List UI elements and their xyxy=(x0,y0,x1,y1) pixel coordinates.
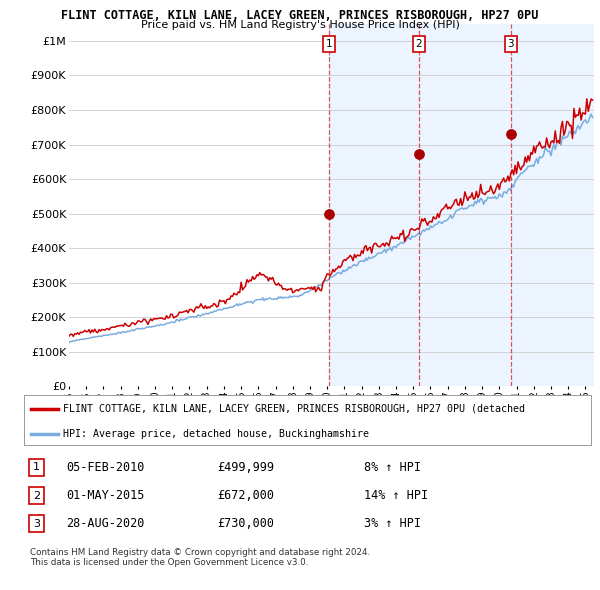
Text: 1: 1 xyxy=(33,463,40,472)
Text: 28-AUG-2020: 28-AUG-2020 xyxy=(67,517,145,530)
Text: 05-FEB-2010: 05-FEB-2010 xyxy=(67,461,145,474)
Text: This data is licensed under the Open Government Licence v3.0.: This data is licensed under the Open Gov… xyxy=(30,558,308,566)
Bar xyxy=(329,24,594,386)
Text: 3% ↑ HPI: 3% ↑ HPI xyxy=(364,517,421,530)
Text: FLINT COTTAGE, KILN LANE, LACEY GREEN, PRINCES RISBOROUGH, HP27 0PU: FLINT COTTAGE, KILN LANE, LACEY GREEN, P… xyxy=(61,9,539,22)
Point xyxy=(324,209,334,218)
Text: Contains HM Land Registry data © Crown copyright and database right 2024.: Contains HM Land Registry data © Crown c… xyxy=(30,548,370,556)
Text: £499,999: £499,999 xyxy=(217,461,274,474)
Text: FLINT COTTAGE, KILN LANE, LACEY GREEN, PRINCES RISBOROUGH, HP27 0PU (detached: FLINT COTTAGE, KILN LANE, LACEY GREEN, P… xyxy=(62,404,524,414)
Point xyxy=(414,149,424,159)
Text: 2: 2 xyxy=(33,491,40,500)
Point xyxy=(506,129,515,139)
Text: 1: 1 xyxy=(325,40,332,50)
Text: HPI: Average price, detached house, Buckinghamshire: HPI: Average price, detached house, Buck… xyxy=(62,430,368,440)
Text: £672,000: £672,000 xyxy=(217,489,274,502)
Text: 2: 2 xyxy=(416,40,422,50)
Text: 14% ↑ HPI: 14% ↑ HPI xyxy=(364,489,428,502)
Text: 3: 3 xyxy=(33,519,40,529)
Text: 3: 3 xyxy=(508,40,514,50)
Text: £730,000: £730,000 xyxy=(217,517,274,530)
Text: Price paid vs. HM Land Registry's House Price Index (HPI): Price paid vs. HM Land Registry's House … xyxy=(140,20,460,30)
Text: 01-MAY-2015: 01-MAY-2015 xyxy=(67,489,145,502)
Text: 8% ↑ HPI: 8% ↑ HPI xyxy=(364,461,421,474)
